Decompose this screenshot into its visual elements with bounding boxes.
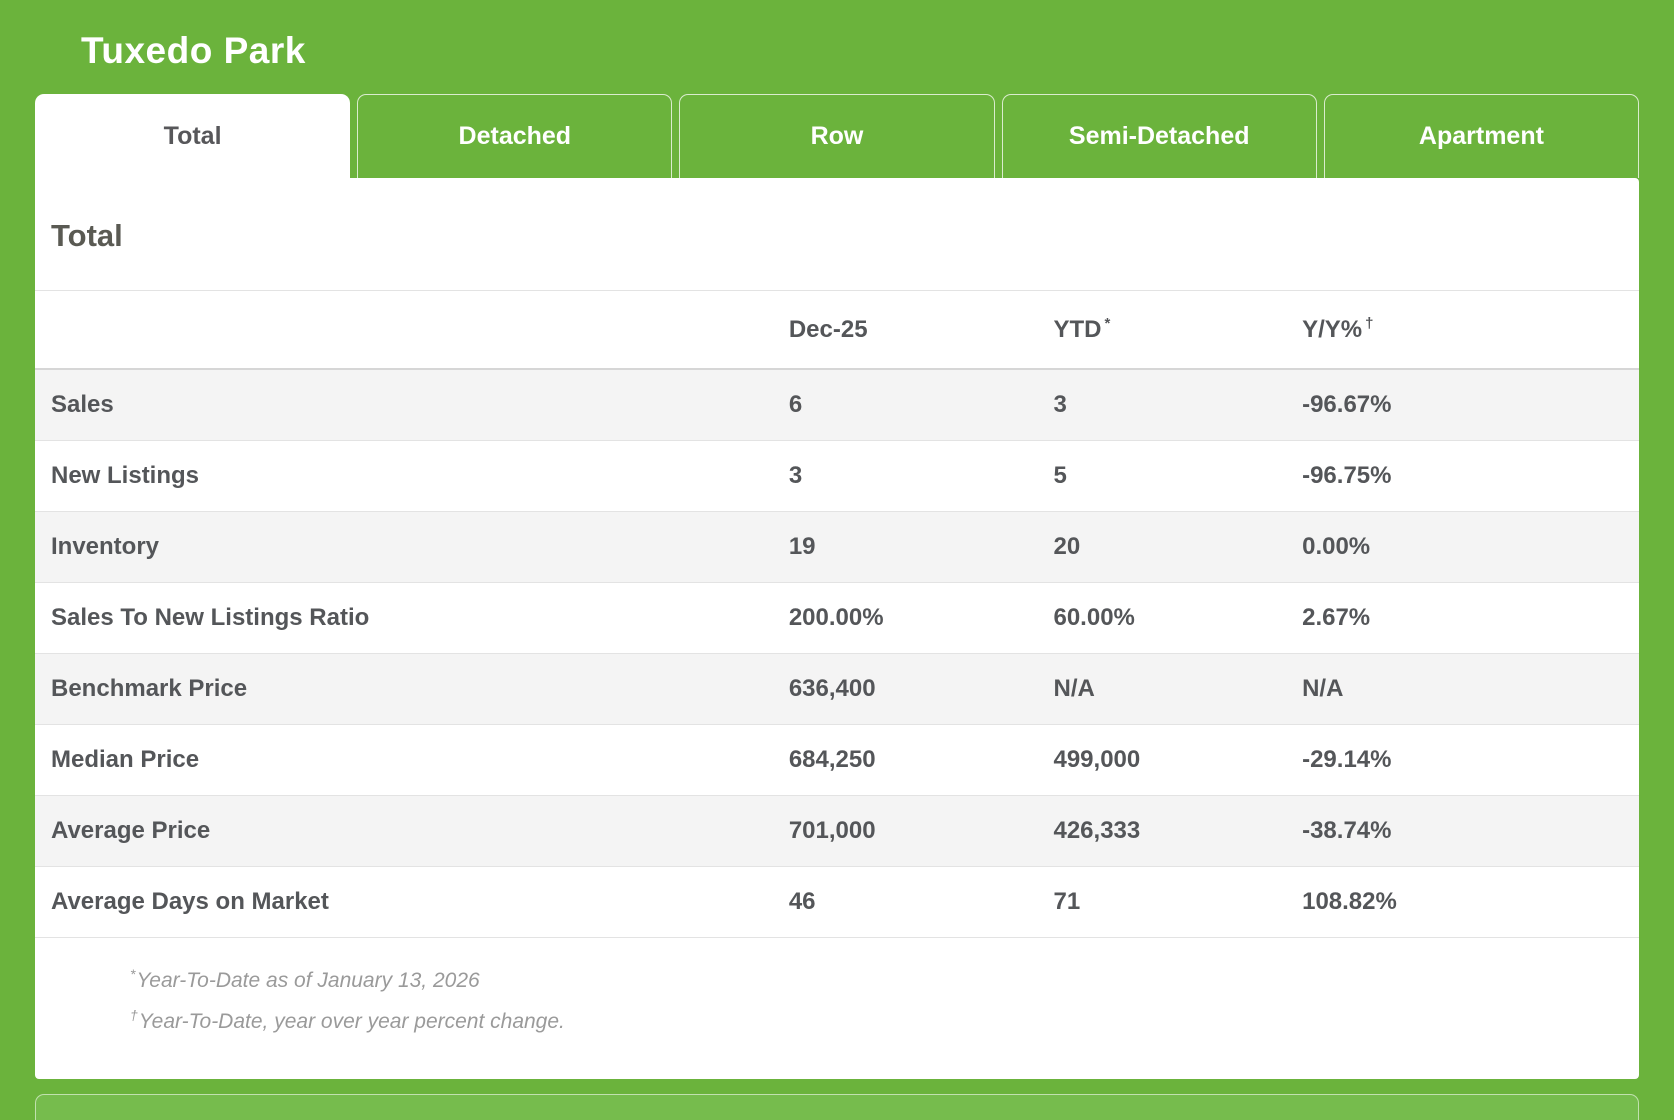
row-ytd-value: 426,333 xyxy=(1053,817,1141,844)
row-dec-value: 46 xyxy=(788,888,816,915)
row-ytd-value: 60.00% xyxy=(1053,604,1135,631)
yoy-dagger: † xyxy=(1365,315,1374,332)
row-ytd-value: 3 xyxy=(1053,391,1067,418)
tab-semi-detached[interactable]: Semi-Detached xyxy=(1001,94,1317,178)
row-label: Benchmark Price xyxy=(51,675,248,702)
tab-apartment-label: Apartment xyxy=(1418,122,1544,150)
section-heading: Total xyxy=(51,218,123,253)
table-row: Inventory 19 20 0.00% xyxy=(35,511,1639,583)
row-dec-value: 636,400 xyxy=(788,675,876,702)
stats-table: Dec-25 YTD * Y/Y% † Sales 6 3 -96.67% New … xyxy=(35,290,1639,938)
row-label: New Listings xyxy=(51,462,200,489)
tab-total-label: Total xyxy=(163,122,222,150)
tab-row-label: Row xyxy=(810,122,864,150)
row-dec-value: 684,250 xyxy=(788,746,876,773)
row-label: Median Price xyxy=(51,746,200,773)
table-row: Average Days on Market 46 71 108.82% xyxy=(35,867,1639,938)
table-row: Sales 6 3 -96.67% xyxy=(35,369,1639,441)
tab-detached[interactable]: Detached xyxy=(357,94,673,178)
row-dec-value: 200.00% xyxy=(788,604,884,631)
footnote-ytd: *Year-To-Date as of January 13, 2026 xyxy=(130,964,1623,997)
ytd-asterisk: * xyxy=(1104,315,1111,332)
tab-semi-detached-label: Semi-Detached xyxy=(1068,122,1250,150)
row-dec-value: 19 xyxy=(788,533,816,560)
row-yoy-value: 0.00% xyxy=(1302,533,1371,560)
row-yoy-value: 108.82% xyxy=(1302,888,1397,915)
row-ytd-value: N/A xyxy=(1053,675,1095,702)
row-label: Average Price xyxy=(51,817,211,844)
footnote-ytd-marker: * xyxy=(130,966,136,982)
table-row: Sales To New Listings Ratio 200.00% 60.0… xyxy=(35,583,1639,654)
tab-row[interactable]: Row xyxy=(679,94,995,178)
row-label: Sales To New Listings Ratio xyxy=(51,604,370,631)
page-title: Tuxedo Park xyxy=(81,30,306,71)
footnote-yoy-marker: † xyxy=(130,1006,138,1023)
col-header-dec: Dec-25 xyxy=(788,316,868,343)
footnote-yoy: †Year-To-Date, year over year percent ch… xyxy=(130,1005,1623,1038)
footnotes: *Year-To-Date as of January 13, 2026 †Ye… xyxy=(35,938,1639,1079)
row-yoy-value: -96.67% xyxy=(1302,391,1392,418)
row-ytd-value: 5 xyxy=(1053,462,1067,489)
tab-apartment[interactable]: Apartment xyxy=(1323,94,1640,178)
row-yoy-value: -38.74% xyxy=(1302,817,1392,844)
row-dec-value: 6 xyxy=(788,391,803,418)
row-yoy-value: -29.14% xyxy=(1302,746,1392,773)
row-ytd-value: 71 xyxy=(1053,888,1081,915)
row-ytd-value: 499,000 xyxy=(1053,746,1141,773)
row-yoy-value: -96.75% xyxy=(1302,462,1392,489)
col-header-blank xyxy=(35,291,773,370)
row-label: Inventory xyxy=(51,533,160,560)
row-yoy-value: N/A xyxy=(1302,675,1344,702)
footnote-ytd-text: Year-To-Date as of January 13, 2026 xyxy=(136,969,480,992)
table-row: Median Price 684,250 499,000 -29.14% xyxy=(35,725,1639,796)
content-panel: Total Dec-25 YTD * Y/Y% † Sales 6 3 -96.67… xyxy=(35,178,1639,1079)
row-dec-value: 701,000 xyxy=(788,817,876,844)
row-label: Sales xyxy=(51,391,114,418)
footnote-yoy-text: Year-To-Date, year over year percent cha… xyxy=(138,1009,565,1033)
row-dec-value: 3 xyxy=(788,462,803,489)
next-card-top-strip xyxy=(35,1094,1639,1120)
table-row: New Listings 3 5 -96.75% xyxy=(35,441,1639,512)
property-type-tab-bar: Total Detached Row Semi-Detached Apartme… xyxy=(35,94,1640,178)
row-yoy-value: 2.67% xyxy=(1302,604,1371,631)
tab-detached-label: Detached xyxy=(458,122,572,150)
col-header-ytd: YTD * xyxy=(1053,315,1111,343)
table-header-row: Dec-25 YTD * Y/Y% † xyxy=(35,290,1639,370)
col-header-yoy: Y/Y% † xyxy=(1302,315,1374,343)
row-ytd-value: 20 xyxy=(1053,533,1081,560)
row-label: Average Days on Market xyxy=(51,888,329,915)
table-row: Average Price 701,000 426,333 -38.74% xyxy=(35,795,1639,867)
table-row: Benchmark Price 636,400 N/A N/A xyxy=(35,653,1639,725)
tab-total[interactable]: Total xyxy=(35,94,351,178)
